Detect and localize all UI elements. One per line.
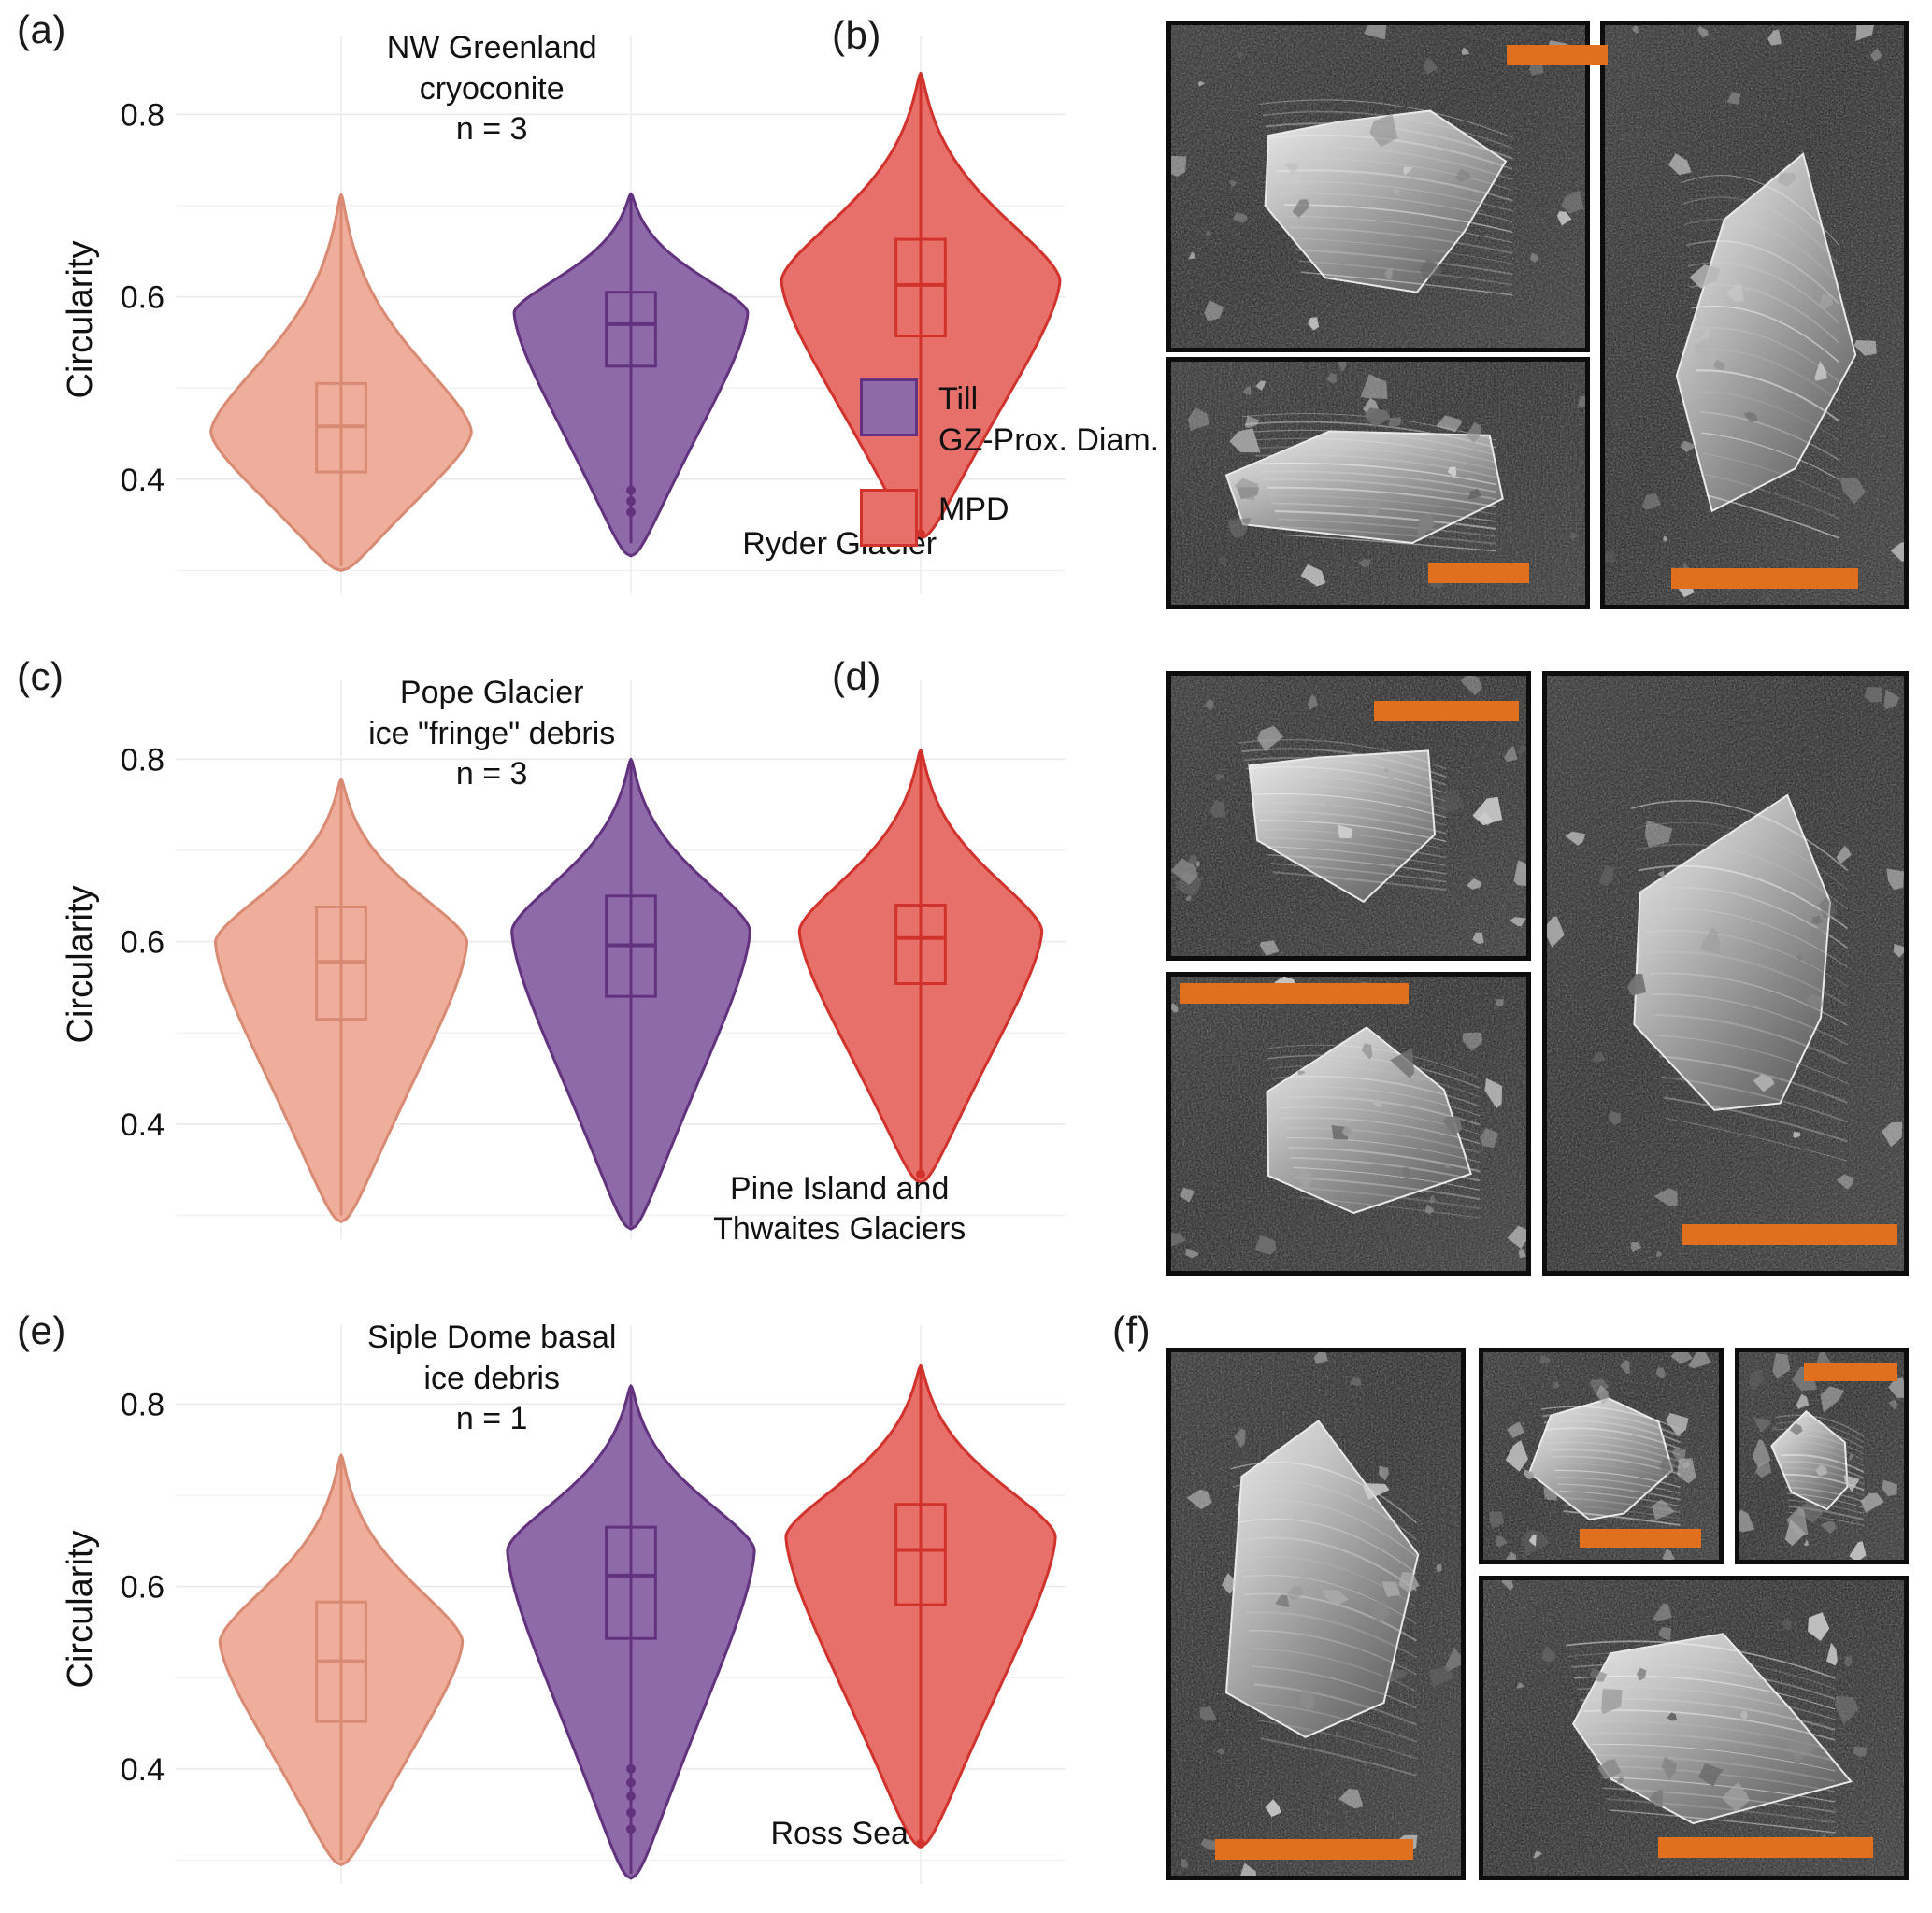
y-tick-label: 0.6 (121, 280, 165, 316)
outlier-point (916, 1169, 925, 1179)
panel-annotation-left: Siple Dome basal ice debris n = 1 (366, 1320, 617, 1437)
violin-svg: 0.4 0.6 0.8 Circularity (61, 1325, 1066, 1884)
sem-image-f3 (1735, 1348, 1909, 1564)
iqr-box (894, 904, 947, 986)
sem-image-d3 (1542, 671, 1909, 1276)
sem-micrograph-graphic (1483, 1352, 1719, 1560)
violin-svg: 0.4 0.6 0.8 Circularity (61, 36, 1066, 594)
panel-letter-d: (d) (832, 654, 881, 698)
chart-legend: Till GZ-Prox. Diam. MPD (860, 378, 1159, 575)
scale-bar-d1 (1374, 701, 1519, 721)
scale-bar-f3 (1804, 1363, 1897, 1381)
sem-image-f2 (1479, 1348, 1724, 1564)
panel-letter-f: (f) (1112, 1308, 1152, 1352)
legend-label-mpd: MPD (938, 492, 1009, 528)
y-tick-label: 0.8 (121, 1387, 165, 1422)
iqr-box (894, 237, 947, 338)
sem-image-b1 (1166, 21, 1590, 352)
sem-micrograph-graphic (1605, 25, 1904, 605)
outlier-point (626, 507, 636, 517)
outlier-point (626, 496, 636, 507)
sem-micrograph-graphic (1547, 676, 1904, 1271)
panel-letter-a: (a) (17, 7, 66, 51)
panel-letter-b: (b) (832, 13, 881, 57)
y-axis-title: Circularity (61, 1531, 100, 1689)
panel-annotation-left: Pope Glacier ice "fringe" debris n = 3 (368, 675, 616, 792)
panel-letter-c: (c) (17, 654, 64, 698)
panel-letter-e: (e) (17, 1308, 66, 1352)
violin-chart-panel-a: 0.4 0.6 0.8 Circularity NW Greenland cryocon… (56, 19, 1084, 617)
outlier-point (626, 1807, 636, 1818)
panel-annotation-right: Ross Sea (770, 1815, 909, 1851)
legend-swatch-till (860, 378, 918, 436)
scale-bar-d2 (1180, 983, 1409, 1004)
legend-swatch-mpd (860, 489, 918, 548)
legend-label-till: Till GZ-Prox. Diam. (938, 381, 1160, 459)
sem-micrograph-graphic (1171, 1352, 1461, 1876)
y-tick-label: 0.8 (121, 742, 165, 778)
violin-chart-panel-c: 0.4 0.6 0.8 Circularity Pope Glacier ice "fr… (56, 664, 1084, 1262)
sem-micrograph-graphic (1171, 25, 1585, 348)
outlier-point (626, 1824, 636, 1834)
violin-chart-panel-e: 0.4 0.6 0.8 Circularity Siple Dome basal ice… (56, 1308, 1084, 1906)
outlier-point (626, 1777, 636, 1788)
iqr-box (605, 1525, 657, 1640)
sem-image-f4 (1479, 1576, 1909, 1880)
scale-bar-b1 (1507, 45, 1608, 65)
legend-item-till[interactable]: Till GZ-Prox. Diam. (860, 378, 1159, 461)
sem-micrograph-graphic (1739, 1352, 1904, 1560)
scale-bar-b2 (1428, 563, 1529, 583)
sem-micrograph-graphic (1171, 362, 1585, 605)
y-tick-label: 0.6 (121, 1570, 165, 1606)
y-axis-title: Circularity (61, 886, 100, 1044)
sem-image-d1 (1166, 671, 1531, 961)
legend-item-mpd[interactable]: MPD (860, 489, 1159, 548)
scale-bar-f2 (1580, 1529, 1701, 1548)
y-tick-label: 0.4 (121, 1752, 165, 1788)
sem-micrograph-graphic (1171, 676, 1526, 956)
panel-annotation-left: NW Greenland cryoconite n = 3 (386, 30, 597, 148)
outlier-point (626, 485, 636, 495)
y-tick-label: 0.4 (121, 1107, 165, 1143)
scale-bar-b3 (1671, 568, 1858, 589)
scale-bar-d3 (1682, 1224, 1897, 1245)
y-tick-label: 0.6 (121, 925, 165, 961)
iqr-box (605, 291, 657, 368)
y-tick-label: 0.8 (121, 97, 165, 133)
panel-annotation-right: Pine Island and Thwaites Glaciers (713, 1170, 966, 1248)
sem-micrograph-graphic (1171, 977, 1526, 1271)
outlier-point (626, 1763, 636, 1774)
sem-image-f1 (1166, 1348, 1466, 1880)
sem-micrograph-graphic (1483, 1580, 1904, 1876)
outlier-point (916, 529, 925, 539)
outlier-point (626, 1792, 636, 1802)
y-tick-label: 0.4 (121, 463, 165, 498)
sem-image-b3 (1600, 21, 1909, 609)
violin-svg: 0.4 0.6 0.8 Circularity (61, 680, 1066, 1239)
sem-image-d2 (1166, 972, 1531, 1276)
outlier-point (916, 1838, 925, 1849)
scale-bar-f4 (1658, 1837, 1873, 1858)
sem-image-b2 (1166, 357, 1590, 609)
scale-bar-f1 (1215, 1839, 1413, 1860)
y-axis-title: Circularity (61, 241, 100, 399)
iqr-box (894, 1503, 947, 1606)
